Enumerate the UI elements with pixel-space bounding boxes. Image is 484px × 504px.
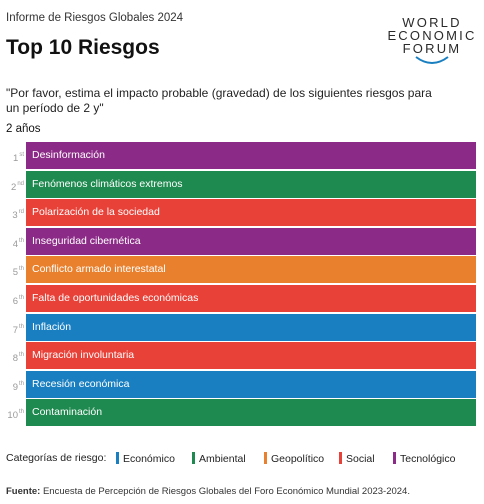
risk-row: 5th Conflicto armado interestatal [0,256,484,284]
risk-bar: Inseguridad cibernética [26,227,476,255]
risk-rank-number: 6 [12,296,18,307]
logo-line-3: FORUM [402,41,462,56]
legend-item-ambiental: Ambiental [192,452,246,465]
legend-swatch [116,452,119,464]
risk-bar: Migración involuntaria [26,342,476,370]
legend-swatch [192,452,195,464]
time-horizon-label: 2 años [6,123,41,135]
legend-label: Geopolítico [271,453,325,465]
risk-rank: 9th [0,371,24,398]
legend-label: Ambiental [199,453,246,465]
risk-row: 1st Desinformación [0,142,484,169]
wef-logo: WORLD ECONOMIC FORUM [386,16,478,76]
legend-item-geopolitico: Geopolítico [264,452,324,465]
risk-rank: 3rd [0,199,24,226]
risk-rank: 5th [0,256,24,283]
legend-label: Tecnológico [400,453,456,465]
risk-bar: Desinformación [26,142,476,169]
risk-rank-suffix: th [18,295,24,301]
legend-title: Categorías de riesgo: [6,452,107,464]
legend-swatch [339,452,342,464]
risk-row: 9th Recesión económica [0,370,484,398]
legend-label: Económico [123,453,175,465]
risk-row: 3rd Polarización de la sociedad [0,199,484,227]
logo-arc-icon [415,56,449,64]
legend-item-social: Social [339,452,375,465]
survey-question: "Por favor, estima el impacto probable (… [6,86,432,115]
risk-rank-number: 9 [12,381,18,393]
risk-rank: 4th [0,228,24,255]
page-title: Top 10 Riesgos [6,36,160,59]
risk-rank-number: 1 [13,153,19,164]
risk-row: 7th Inflación [0,313,484,341]
risk-bar: Inflación [26,313,476,341]
source-text: Encuesta de Percepción de Riesgos Global… [42,486,410,497]
risk-rank-number: 4 [12,238,18,250]
risk-bar: Polarización de la sociedad [26,199,476,227]
risk-rank: 2nd [0,171,24,198]
risk-rank: 7th [0,314,24,341]
risk-row: 8th Migración involuntaria [0,342,484,370]
risk-row: 6th Falta de oportunidades económicas [0,285,484,312]
legend-item-economico: Económico [116,452,175,465]
source-label: Fuente: [6,486,41,497]
risk-bar: Falta de oportunidades económicas [26,285,476,312]
risk-rank-suffix: th [18,409,24,416]
risk-rank-suffix: th [18,237,24,244]
risk-rank-suffix: rd [18,209,24,216]
risk-rank-suffix: th [18,266,24,273]
legend-swatch [393,452,396,464]
risk-bar: Fenómenos climáticos extremos [26,170,476,198]
risk-rank: 8th [0,342,24,369]
risk-rank: 1st [0,142,24,169]
risk-rank-suffix: th [18,352,24,359]
legend-swatch [264,452,267,464]
risk-rank-suffix: th [18,380,24,387]
report-subtitle: Informe de Riesgos Globales 2024 [6,12,184,24]
risk-row: 10th Contaminación [0,399,484,427]
risk-rank-number: 8 [12,353,18,365]
logo-line-1: WORLD [402,15,462,30]
risk-rank-suffix: th [18,323,24,330]
risk-rank-number: 2 [11,181,17,193]
risk-rank-number: 7 [12,324,18,336]
risk-bar: Contaminación [26,399,476,427]
risk-rank-number: 10 [7,410,18,422]
risk-rank-suffix: nd [17,180,24,187]
risk-bar: Conflicto armado interestatal [26,256,476,284]
risk-row: 4th Inseguridad cibernética [0,227,484,255]
risk-rank: 6th [0,285,24,312]
risk-rank-number: 3 [12,210,18,222]
risk-row: 2nd Fenómenos climáticos extremos [0,170,484,198]
risk-rank: 10th [0,399,24,426]
legend: Categorías de riesgo: Económico Ambienta… [6,452,484,466]
legend-item-tecnologico: Tecnológico [393,452,455,465]
legend-label: Social [346,453,375,465]
risk-rank-suffix: st [19,152,24,158]
source-note: Fuente: Encuesta de Percepción de Riesgo… [6,486,410,497]
risk-bar: Recesión económica [26,370,476,398]
risk-rank-number: 5 [12,267,18,279]
logo-line-2: ECONOMIC [387,28,477,43]
